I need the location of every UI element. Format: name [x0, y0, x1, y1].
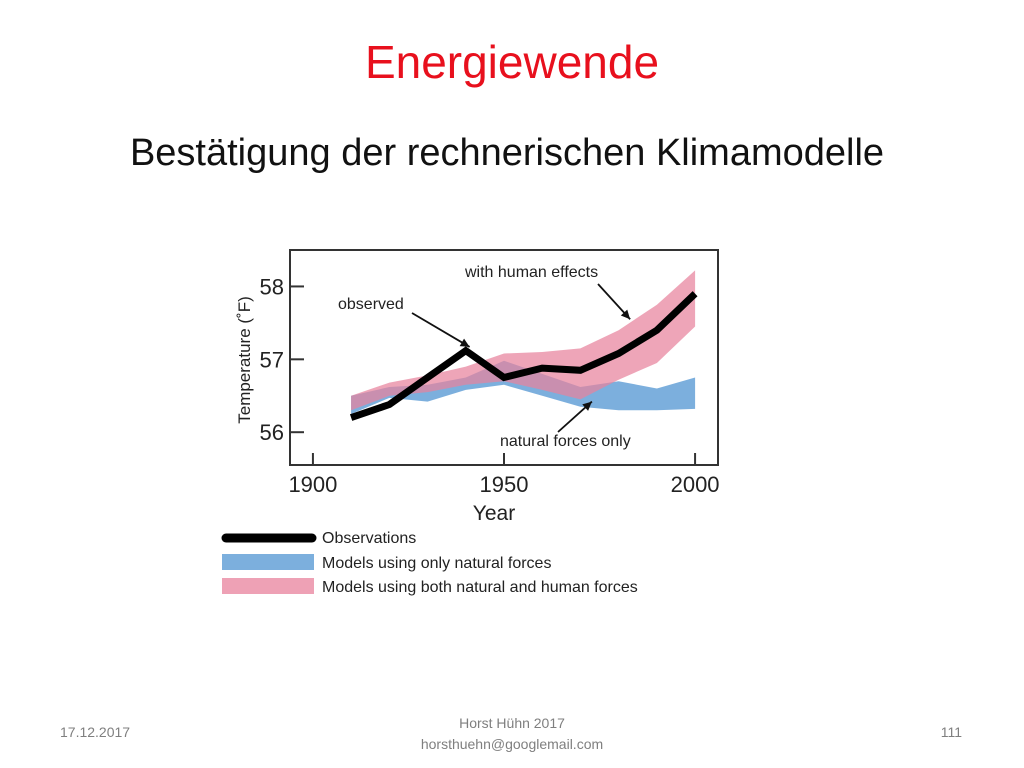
legend: Observations Models using only natural f… — [221, 530, 638, 596]
y-tick-label: 56 — [260, 420, 284, 445]
slide-subtitle: Bestätigung der rechnerischen Klimamodel… — [129, 132, 885, 174]
axis-ticks: 56 57 58 1900 1950 2000 — [260, 274, 720, 497]
x-tick-label: 1900 — [288, 472, 337, 497]
x-axis-label: Year — [473, 502, 515, 525]
arrow-with-human-effects — [597, 283, 631, 320]
band-human-forces — [351, 270, 696, 411]
footer-author-name: Horst Hühn 2017 — [459, 715, 565, 731]
observations-line — [349, 291, 698, 421]
model-bands — [351, 270, 696, 414]
legend-label-natural: Models using only natural forces — [322, 555, 551, 572]
footer-author: Horst Hühn 2017 horsthuehn@googlemail.co… — [362, 713, 662, 755]
y-tick-label: 58 — [260, 274, 284, 299]
legend-swatch-natural — [222, 554, 314, 570]
legend-swatch-human — [222, 578, 314, 594]
annotation-with-human-effects: with human effects — [464, 264, 598, 281]
x-tick-label: 2000 — [671, 472, 720, 497]
arrow-observed — [411, 312, 471, 348]
slide-title: Energiewende — [364, 36, 660, 88]
footer-date: 17.12.2017 — [60, 724, 131, 740]
arrow-natural-forces-only — [557, 400, 593, 433]
annotation-observed: observed — [338, 296, 404, 313]
annotation-arrows — [411, 283, 631, 433]
legend-label-human: Models using both natural and human forc… — [322, 579, 638, 596]
x-tick-label: 1950 — [480, 472, 529, 497]
observations-layer — [349, 291, 698, 421]
footer-page-number: 111 — [940, 724, 962, 740]
annotation-natural-forces-only: natural forces only — [500, 433, 631, 450]
annotations: with human effects observed natural forc… — [338, 264, 631, 450]
band-natural-forces — [351, 360, 696, 414]
y-tick-label: 57 — [260, 347, 284, 372]
y-axis-label: Temperature (˚F) — [235, 296, 254, 424]
footer-author-email: horsthuehn@googlemail.com — [420, 736, 604, 752]
legend-label-observations: Observations — [322, 530, 416, 547]
